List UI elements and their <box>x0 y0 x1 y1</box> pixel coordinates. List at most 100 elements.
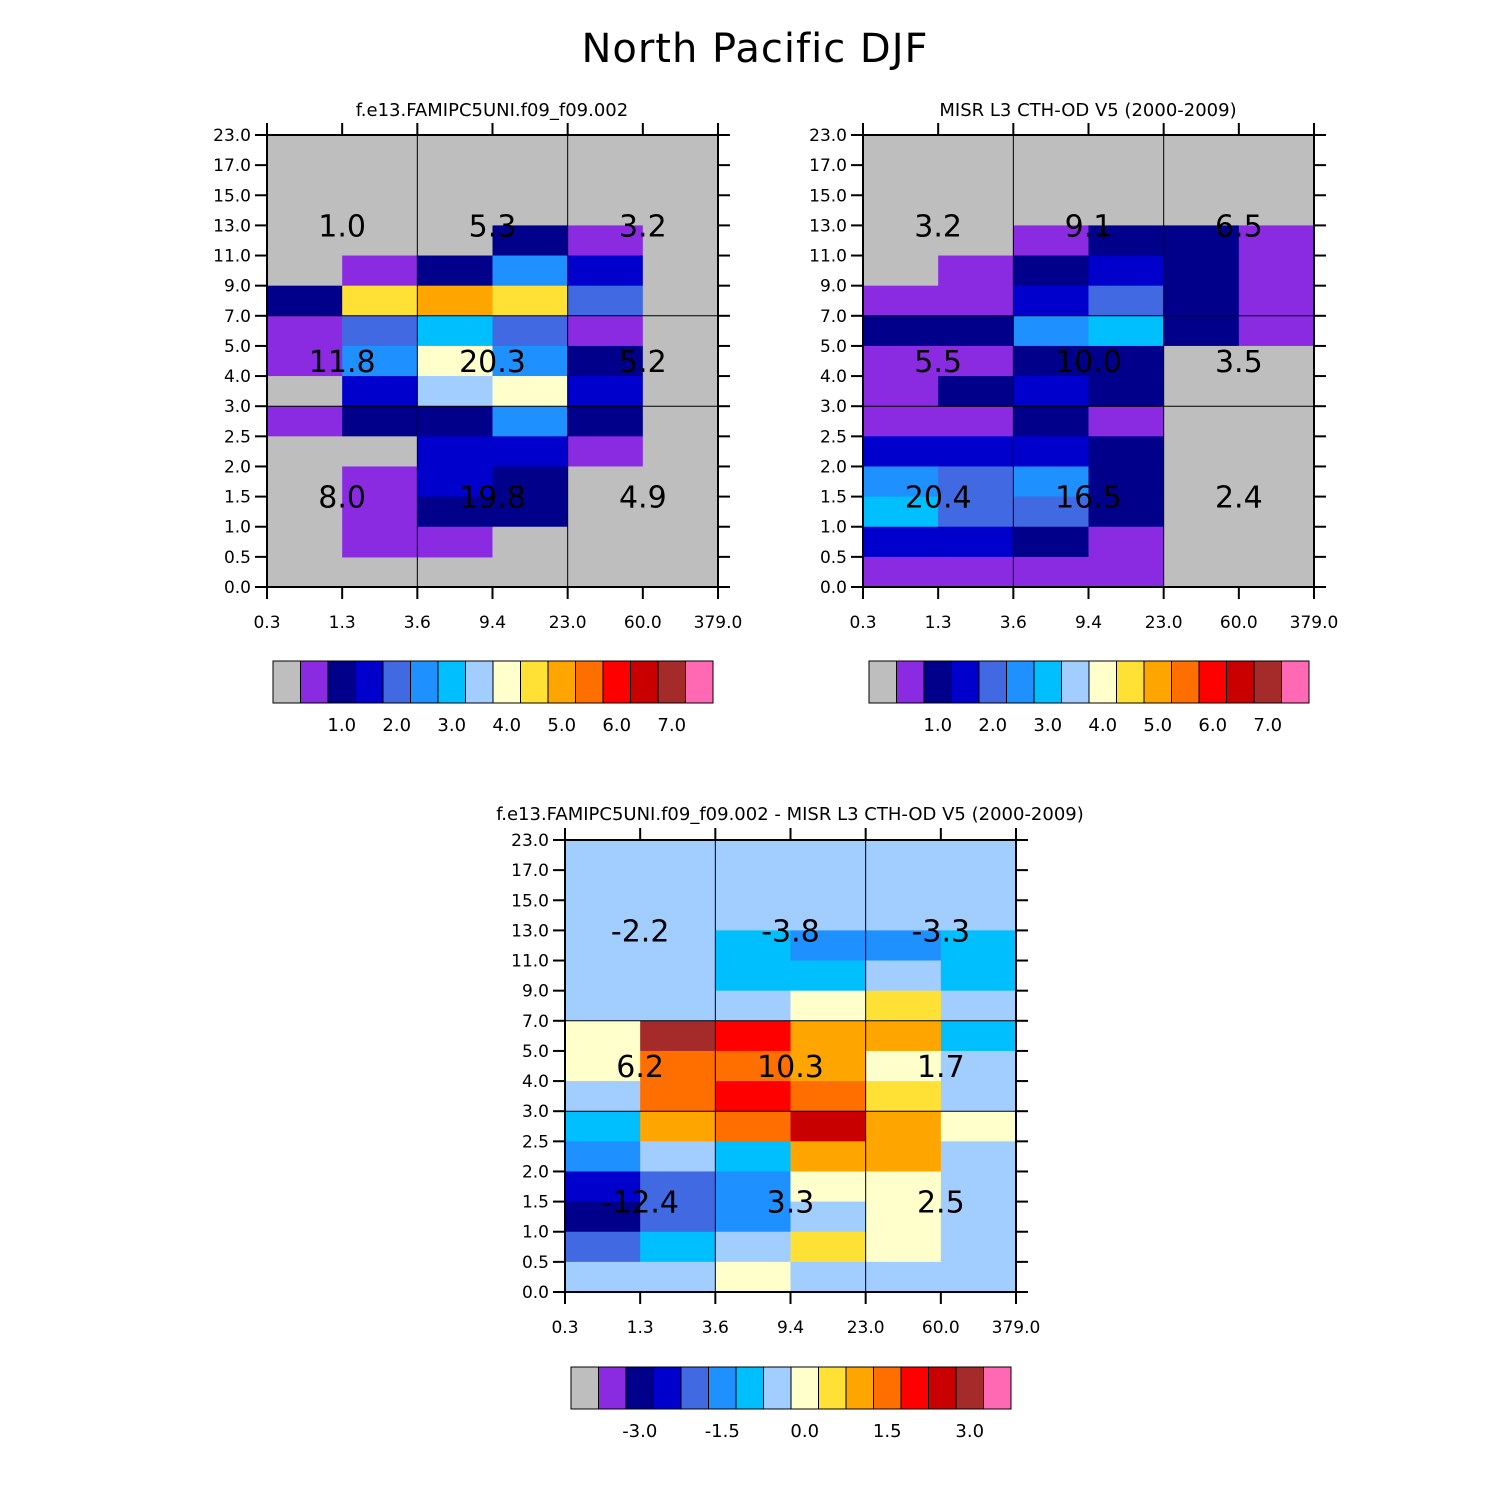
heatmap-cell <box>938 345 1014 377</box>
heatmap-cell <box>1013 255 1090 287</box>
heatmap-cell <box>1238 165 1315 196</box>
y-tick-label: 5.0 <box>224 337 251 357</box>
heatmap-cell <box>342 255 418 287</box>
region-value-label: -2.2 <box>611 914 670 949</box>
heatmap-cell <box>492 225 569 257</box>
y-tick-label: 13.0 <box>809 216 847 236</box>
heatmap-cell <box>865 1201 942 1233</box>
colorbar-swatch <box>1226 661 1255 703</box>
heatmap-cell <box>940 1261 1017 1293</box>
heatmap-cell <box>1238 526 1315 558</box>
heatmap-cell <box>342 315 418 347</box>
colorbar-swatch <box>708 1367 737 1409</box>
heatmap-cell <box>790 1050 867 1082</box>
heatmap-cell <box>1088 165 1165 196</box>
heatmap-cell <box>1088 526 1165 558</box>
heatmap-cell <box>790 1141 867 1173</box>
x-tick-label: 3.6 <box>1000 613 1027 633</box>
heatmap-cell <box>865 870 942 901</box>
heatmap-cell <box>940 1050 1017 1082</box>
x-tick-label: 23.0 <box>1145 613 1183 633</box>
heatmap-cell <box>1163 225 1240 257</box>
heatmap-cell <box>417 406 494 437</box>
heatmap-cell <box>938 526 1014 558</box>
heatmap-cell <box>790 960 867 992</box>
heatmap-cell <box>940 1201 1017 1233</box>
colorbar-swatch <box>1034 661 1062 703</box>
heatmap-cell <box>940 1081 1017 1112</box>
heatmap-cell <box>715 1261 792 1293</box>
heatmap-cell <box>565 1261 641 1293</box>
heatmap-cell <box>565 870 641 901</box>
heatmap-cell <box>642 225 719 257</box>
colorbar-swatch <box>685 661 714 703</box>
heatmap-cell <box>342 135 418 166</box>
y-tick-label: 4.0 <box>224 367 251 387</box>
colorbar-label: 0.0 <box>790 1421 819 1442</box>
heatmap-cell <box>715 1111 792 1142</box>
colorbar-swatch <box>818 1367 847 1409</box>
colorbar-label: -1.5 <box>705 1421 740 1442</box>
heatmap-cell <box>565 1231 641 1263</box>
heatmap-cell <box>1163 165 1240 196</box>
heatmap-cell <box>1088 556 1165 588</box>
y-tick-label: 17.0 <box>809 156 847 176</box>
heatmap-cell <box>492 195 569 226</box>
heatmap-cell <box>492 315 569 347</box>
heatmap-cell <box>640 840 716 871</box>
heatmap-cell <box>1238 376 1315 407</box>
heatmap-cell <box>565 1141 641 1173</box>
colorbar-swatch <box>869 661 897 703</box>
heatmap-cell <box>1163 406 1240 437</box>
heatmap-cell <box>1013 165 1090 196</box>
heatmap-cell <box>1238 466 1315 498</box>
difference-chart-title: f.e13.FAMIPC5UNI.f09_f09.002 - MISR L3 C… <box>496 804 1084 825</box>
heatmap-cell <box>267 135 343 166</box>
x-tick-label: 0.3 <box>849 613 876 633</box>
heatmap-cell <box>715 990 792 1022</box>
colorbar-swatch <box>983 1367 1012 1409</box>
heatmap-cell <box>715 1201 792 1233</box>
colorbar-swatch <box>1061 661 1090 703</box>
heatmap-cell <box>790 1261 867 1293</box>
x-tick-label: 23.0 <box>549 613 587 633</box>
y-tick-label: 13.0 <box>213 216 251 236</box>
heatmap-cell <box>938 436 1014 468</box>
heatmap-cell <box>940 900 1017 931</box>
heatmap-cell <box>565 1050 641 1082</box>
heatmap-cell <box>640 1081 716 1112</box>
heatmap-cell <box>1238 225 1315 257</box>
heatmap-cell <box>790 1171 867 1203</box>
heatmap-cell <box>790 930 867 962</box>
heatmap-cell <box>567 526 644 558</box>
region-value-label: -12.4 <box>601 1186 679 1221</box>
heatmap-cell <box>267 376 343 407</box>
heatmap-cell <box>567 255 644 287</box>
heatmap-cell <box>417 315 494 347</box>
heatmap-cell <box>1088 496 1165 528</box>
colorbar-swatch <box>571 1367 599 1409</box>
heatmap-cell <box>492 376 569 407</box>
heatmap-cell <box>938 466 1014 498</box>
model-heatmap-panel: f.e13.FAMIPC5UNI.f09_f09.002 0.00.51.01.… <box>213 100 742 736</box>
region-value-label: 16.5 <box>1055 481 1122 516</box>
y-tick-label: 2.5 <box>224 427 251 447</box>
heatmap-cell <box>567 436 644 468</box>
heatmap-cell <box>940 1231 1017 1263</box>
heatmap-cell <box>267 526 343 558</box>
heatmap-cell <box>715 1231 792 1263</box>
heatmap-cell <box>863 345 939 377</box>
heatmap-cell <box>342 376 418 407</box>
x-tick-label: 3.6 <box>702 1318 729 1338</box>
y-tick-label: 5.0 <box>820 337 847 357</box>
heatmap-cell <box>640 1111 716 1142</box>
y-tick-label: 17.0 <box>511 861 549 881</box>
heatmap-cell <box>565 990 641 1022</box>
x-tick-label: 9.4 <box>479 613 506 633</box>
heatmap-cell <box>417 526 494 558</box>
y-tick-label: 1.5 <box>224 488 251 508</box>
heatmap-cell <box>342 406 418 437</box>
colorbar-swatch <box>1281 661 1310 703</box>
y-tick-label: 0.0 <box>224 578 251 598</box>
heatmap-cell <box>417 466 494 498</box>
